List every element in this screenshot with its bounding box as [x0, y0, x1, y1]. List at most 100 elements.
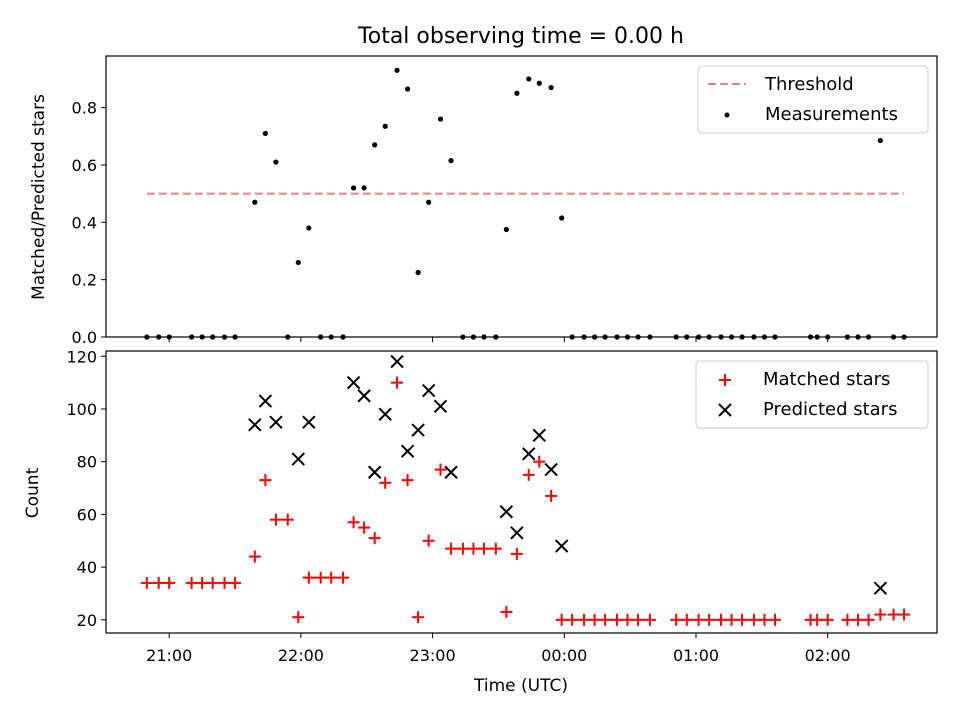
measurement-point [624, 334, 631, 340]
measurement-point [581, 334, 587, 340]
measurement-point [210, 334, 216, 340]
measurement-point [448, 158, 454, 164]
y-tick-label: 60 [77, 505, 97, 524]
predicted-star-point [367, 465, 382, 479]
matched-star-point [434, 463, 447, 476]
matched-star-point [206, 576, 219, 589]
matched-star-point [337, 571, 350, 584]
measurement-point [877, 137, 883, 144]
predicted-star-point [522, 447, 536, 461]
matched-star-point [680, 613, 693, 626]
legend-predicted-label: Predicted stars [763, 399, 897, 420]
matched-star-point [489, 542, 502, 555]
legend-measurements-label: Measurements [765, 104, 898, 125]
measurement-point [548, 84, 554, 91]
predicted-star-point [357, 389, 371, 403]
matched-star-point [477, 542, 490, 555]
matched-star-point [545, 489, 558, 502]
predicted-star-point [873, 581, 888, 595]
matched-star-point [758, 613, 771, 626]
measurement-point [706, 334, 712, 340]
measurement-point [739, 334, 745, 340]
measurement-point [318, 334, 324, 340]
measurement-point [470, 334, 477, 340]
matched-star-point [736, 613, 749, 626]
predicted-star-point [291, 452, 305, 466]
matched-star-point [522, 468, 535, 481]
measurement-point [569, 334, 575, 340]
predicted-star-point [544, 462, 558, 477]
predicted-star-point [421, 383, 436, 398]
matched-star-point [610, 613, 623, 626]
matched-star-point [196, 576, 209, 589]
predicted-star-point [499, 505, 514, 519]
measurement-point [493, 334, 499, 340]
top-panel: 0.00.20.40.60.8 Matched/Predicted stars … [29, 55, 938, 347]
matched-star-point [703, 613, 716, 626]
matched-star-point [588, 613, 601, 626]
x-tick-label: 23:00 [410, 646, 456, 665]
measurement-point [559, 215, 565, 221]
matched-star-point [314, 571, 327, 584]
predicted-star-point [532, 428, 546, 443]
predicted-star-point [433, 399, 448, 414]
predicted-star-point [390, 354, 404, 369]
measurement-point [772, 334, 778, 340]
measurement-point [761, 334, 768, 340]
matched-star-point [599, 613, 612, 626]
matched-star-point [555, 613, 568, 626]
measurement-point [865, 334, 872, 340]
measurement-point [199, 334, 205, 340]
top-legend: Threshold Measurements [697, 65, 929, 134]
legend-measurements-swatch [724, 112, 730, 118]
measurement-point [718, 334, 724, 340]
top-legend-box [697, 65, 929, 134]
measurement-point [306, 225, 312, 231]
matched-star-point [811, 613, 824, 626]
matched-star-point [578, 613, 591, 626]
x-tick-label: 01:00 [673, 646, 719, 665]
measurement-point [751, 334, 757, 340]
matched-star-point [725, 613, 738, 626]
matched-star-point [874, 608, 887, 621]
measurement-point [503, 226, 509, 233]
matched-star-point [248, 550, 261, 563]
matched-star-point [692, 613, 705, 626]
measurement-point [526, 76, 532, 82]
measurement-point [696, 334, 702, 340]
chart-title: Total observing time = 0.00 h [357, 24, 684, 49]
matched-star-point [379, 476, 392, 489]
predicted-star-point [554, 539, 569, 553]
predicted-star-point [258, 394, 273, 408]
y-tick-label: 0.6 [72, 156, 97, 175]
measurement-point [382, 123, 388, 129]
matched-star-point [218, 576, 231, 589]
y-tick-label: 0.0 [72, 328, 97, 347]
x-axis-label: Time (UTC) [473, 676, 568, 696]
matched-star-point [152, 576, 165, 589]
matched-star-point [325, 571, 338, 584]
predicted-star-point [444, 465, 458, 479]
measurement-point [814, 334, 820, 340]
matched-star-point [163, 576, 176, 589]
matched-star-point [533, 455, 546, 468]
measurement-point [156, 334, 162, 340]
predicted-star-point [346, 375, 361, 390]
matched-star-point [229, 576, 242, 589]
y-tick-label: 100 [66, 400, 97, 419]
measurement-point [426, 199, 432, 205]
bottom-y-axis-label: Count [23, 467, 43, 518]
measurement-point [437, 116, 444, 122]
matched-star-point [281, 513, 294, 526]
y-tick-label: 0.8 [72, 99, 97, 118]
bottom-legend: Matched stars Predicted stars [695, 360, 929, 429]
measurement-point [285, 334, 291, 340]
measurement-point [415, 269, 421, 276]
x-tick-label: 21:00 [146, 646, 192, 665]
matched-star-point [269, 513, 282, 526]
y-tick-label: 40 [77, 558, 97, 577]
matched-star-point [500, 605, 513, 618]
x-tick-label: 02:00 [805, 646, 851, 665]
legend-matched-label: Matched stars [763, 369, 890, 390]
measurement-point [189, 334, 195, 340]
